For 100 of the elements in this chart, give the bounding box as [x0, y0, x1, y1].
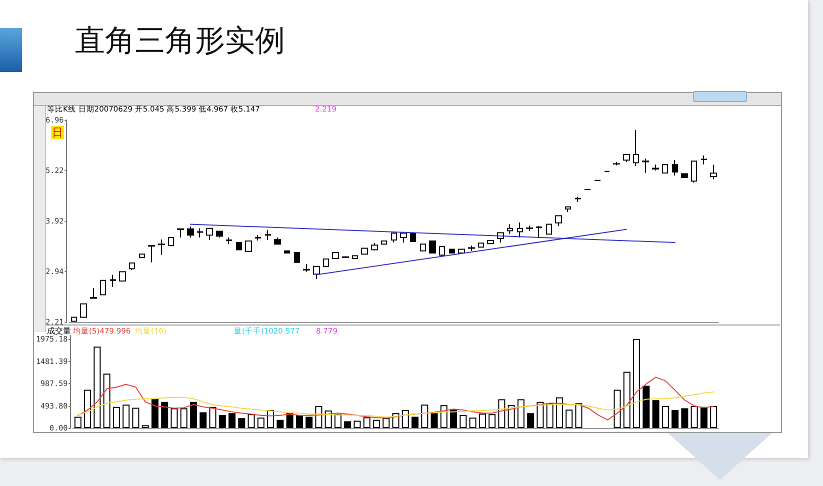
candlestick — [90, 288, 97, 299]
candlestick — [468, 245, 475, 252]
bar — [623, 372, 630, 428]
bar — [421, 404, 428, 428]
candlestick — [187, 226, 194, 238]
candlestick — [672, 160, 678, 176]
bar — [354, 420, 361, 428]
bar — [296, 415, 303, 428]
bar — [440, 405, 448, 428]
candlestick — [352, 255, 358, 260]
bar — [122, 404, 130, 428]
bar — [633, 338, 640, 428]
bar — [306, 416, 313, 428]
bar — [450, 409, 458, 428]
bar — [672, 410, 679, 428]
bar — [190, 402, 197, 428]
candlestick — [381, 240, 387, 245]
bar — [248, 414, 255, 428]
candlestick — [284, 250, 290, 254]
candlestick — [710, 164, 717, 180]
line-series — [77, 376, 714, 420]
bar — [508, 405, 515, 428]
candlestick — [168, 237, 174, 246]
candlestick — [507, 224, 513, 235]
bar — [372, 420, 380, 428]
candlestick — [575, 196, 581, 202]
bar — [228, 413, 236, 428]
candlestick — [487, 240, 494, 244]
line-series — [77, 392, 714, 418]
candlestick — [371, 242, 378, 251]
candlestick — [294, 252, 300, 263]
candlestick — [255, 234, 261, 242]
bar — [161, 402, 168, 428]
candlestick — [681, 173, 688, 178]
text: 日 — [52, 126, 63, 139]
candlestick — [701, 154, 707, 165]
bar — [132, 408, 140, 428]
candlestick — [265, 229, 271, 241]
candlestick — [439, 246, 445, 258]
candlestick — [420, 244, 426, 252]
candlestick — [691, 160, 697, 184]
candlestick — [517, 222, 523, 238]
candlestick — [206, 228, 213, 241]
candlestick — [633, 129, 639, 166]
bar — [710, 406, 718, 428]
bar — [652, 400, 660, 428]
candlestick — [274, 237, 281, 246]
candlestick — [526, 225, 533, 232]
candlestick — [139, 254, 145, 258]
bar — [566, 410, 573, 428]
bar — [200, 412, 207, 428]
bar — [690, 406, 698, 428]
candlestick — [555, 215, 562, 227]
candlestick — [361, 248, 368, 255]
bar — [642, 386, 650, 428]
candlestick — [110, 274, 116, 288]
bar — [498, 399, 506, 428]
candlestick — [410, 232, 416, 242]
bar — [488, 414, 496, 428]
candlestick — [400, 232, 407, 244]
bar — [546, 403, 554, 428]
bar — [315, 406, 322, 428]
candlestick — [478, 242, 484, 248]
bar — [556, 397, 563, 428]
candlestick — [226, 237, 232, 245]
bar — [614, 390, 621, 428]
candlestick — [342, 256, 349, 258]
bar — [94, 346, 101, 428]
candlestick — [662, 164, 668, 174]
bar — [334, 414, 342, 428]
candlestick — [197, 228, 203, 238]
candlestick — [303, 264, 310, 272]
candlestick — [313, 266, 320, 280]
bar — [103, 374, 110, 428]
bar — [151, 398, 158, 428]
bar — [662, 406, 669, 428]
bar — [460, 414, 467, 428]
candlestick — [71, 316, 77, 322]
candlestick — [177, 228, 184, 238]
candlestick — [148, 245, 155, 263]
bar — [478, 414, 486, 428]
bar — [363, 417, 370, 428]
candlestick — [245, 240, 252, 252]
bar — [238, 418, 246, 428]
bar — [218, 414, 226, 428]
candlestick — [546, 224, 552, 235]
bar — [430, 413, 438, 428]
bar — [527, 413, 534, 428]
bar — [276, 420, 284, 428]
candlestick — [536, 226, 542, 238]
bar — [402, 410, 409, 428]
candlestick — [642, 158, 649, 174]
candlestick — [449, 248, 455, 254]
bar — [209, 406, 216, 428]
candlestick — [565, 206, 571, 212]
bar — [324, 410, 332, 428]
bar — [469, 418, 476, 428]
bar — [412, 416, 419, 428]
bar — [681, 408, 688, 428]
bar — [84, 390, 92, 428]
